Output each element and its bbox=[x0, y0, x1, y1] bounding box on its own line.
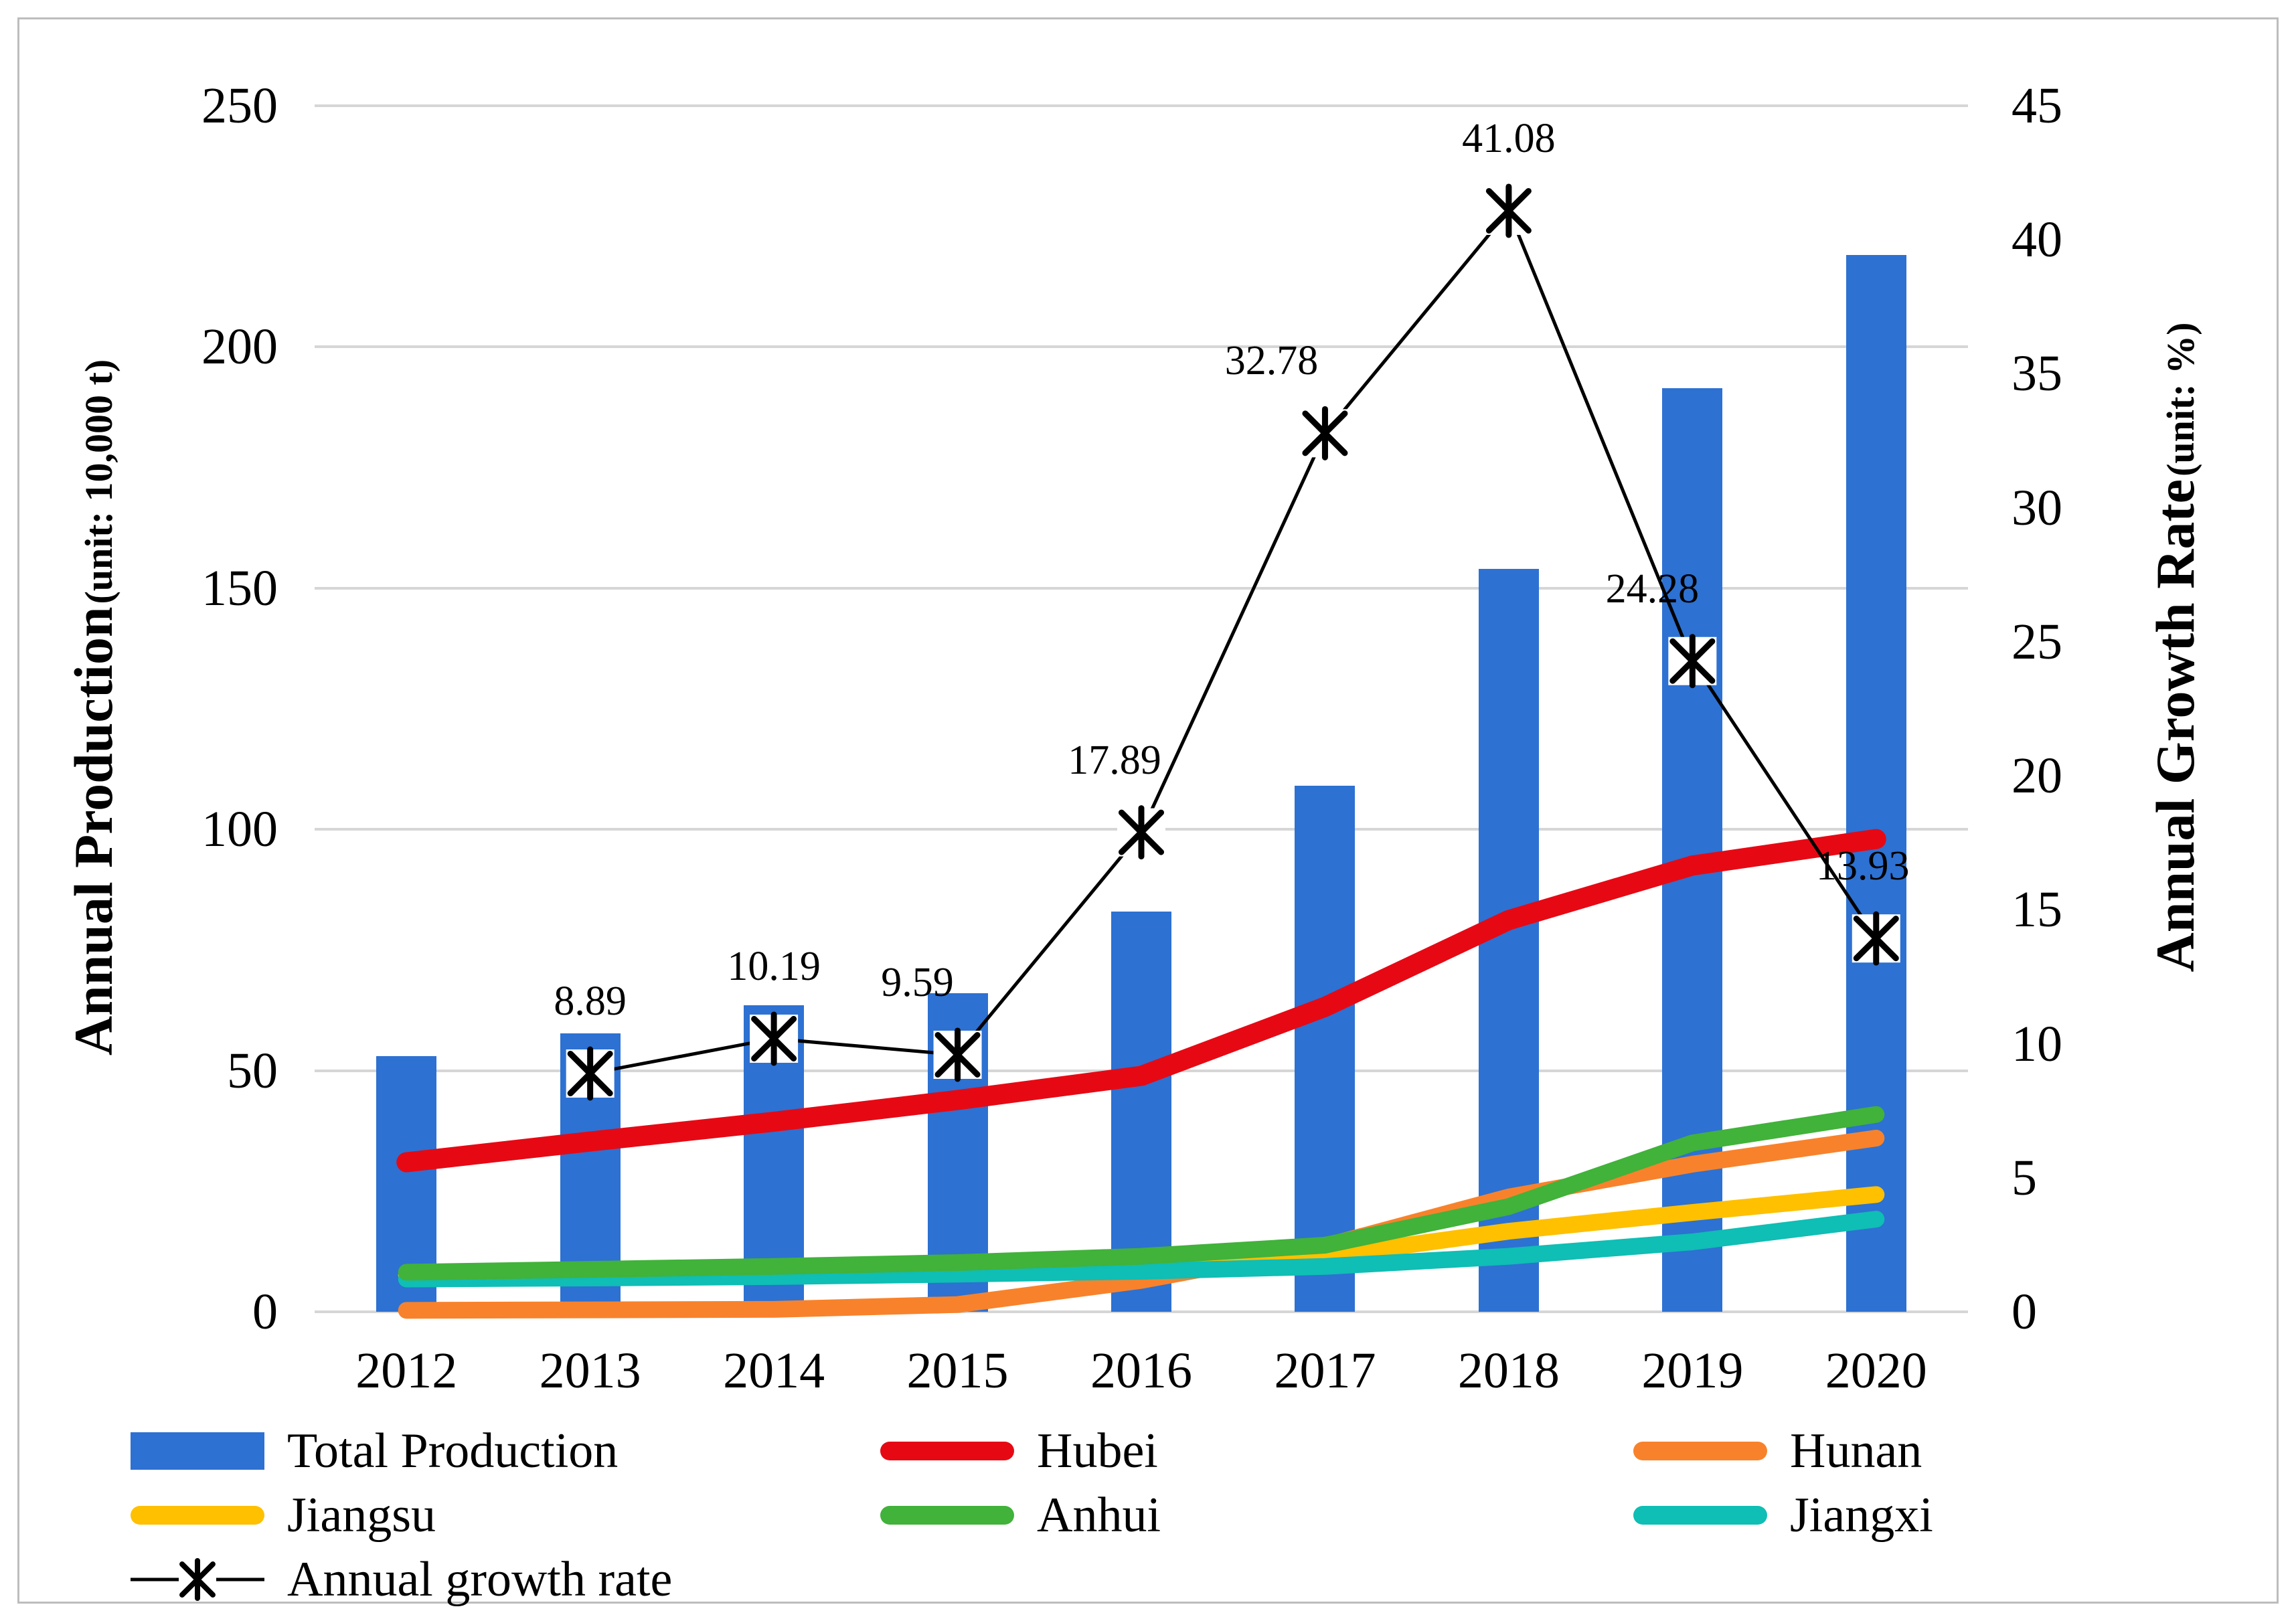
legend-label-total-production: Total Production bbox=[287, 1424, 619, 1478]
x-tick-2016: 2016 bbox=[1090, 1343, 1192, 1399]
growth-marker-2014 bbox=[750, 1011, 799, 1066]
right-tick-0: 0 bbox=[2012, 1284, 2037, 1340]
growth-marker-2015 bbox=[933, 1027, 982, 1082]
line-hunan bbox=[398, 1130, 1885, 1319]
gridline-250 bbox=[315, 104, 1968, 107]
right-tick-35: 35 bbox=[2012, 345, 2062, 402]
bar-2017 bbox=[1295, 786, 1356, 1312]
growth-label-2019: 24.28 bbox=[1605, 566, 1700, 612]
legend-swatch-line bbox=[880, 1506, 1014, 1525]
growth-marker-2020 bbox=[1852, 911, 1900, 966]
growth-marker-2019 bbox=[1668, 634, 1717, 689]
growth-label-2017: 32.78 bbox=[1224, 338, 1319, 384]
legend-label-hunan: Hunan bbox=[1790, 1424, 1922, 1478]
left-tick-100: 100 bbox=[201, 801, 278, 858]
left-tick-0: 0 bbox=[252, 1284, 278, 1340]
growth-label-2016: 17.89 bbox=[1068, 737, 1161, 783]
growth-marker-2017 bbox=[1301, 406, 1349, 460]
line-jiangxi bbox=[398, 1211, 1885, 1288]
line-anhui bbox=[398, 1106, 1885, 1281]
gridline-150 bbox=[315, 586, 1968, 590]
left-tick-250: 250 bbox=[201, 78, 278, 134]
x-tick-2017: 2017 bbox=[1274, 1343, 1376, 1399]
left-tick-200: 200 bbox=[201, 319, 278, 375]
legend-label-anhui: Anhui bbox=[1037, 1488, 1161, 1543]
legend-label-jiangsu: Jiangsu bbox=[287, 1488, 436, 1543]
right-tick-10: 10 bbox=[2012, 1015, 2062, 1072]
growth-label-2013: 8.89 bbox=[554, 978, 627, 1024]
right-tick-45: 45 bbox=[2012, 78, 2062, 134]
right-tick-15: 15 bbox=[2012, 881, 2062, 938]
legend-item-hubei: Hubei bbox=[880, 1424, 1158, 1478]
legend-item-annual-growth-rate: Annual growth rate bbox=[131, 1553, 672, 1606]
legend-swatch-line bbox=[880, 1442, 1014, 1460]
legend-swatch-line bbox=[1633, 1442, 1767, 1460]
legend-swatch-growth-line bbox=[131, 1555, 264, 1604]
growth-label-2020: 13.93 bbox=[1816, 843, 1910, 889]
left-tick-50: 50 bbox=[227, 1042, 278, 1099]
legend-label-jiangxi: Jiangxi bbox=[1790, 1488, 1933, 1543]
x-tick-2019: 2019 bbox=[1641, 1343, 1744, 1399]
legend-swatch-line bbox=[131, 1506, 264, 1525]
growth-marker-2013 bbox=[566, 1046, 614, 1101]
right-tick-40: 40 bbox=[2012, 211, 2062, 268]
x-tick-2020: 2020 bbox=[1825, 1343, 1927, 1399]
line-hubei bbox=[396, 829, 1886, 1173]
legend-item-hunan: Hunan bbox=[1633, 1424, 1922, 1478]
growth-label-2015: 9.59 bbox=[881, 959, 954, 1005]
line-annual-growth-rate bbox=[590, 207, 1878, 1076]
right-tick-25: 25 bbox=[2012, 613, 2062, 670]
right-tick-20: 20 bbox=[2012, 748, 2062, 804]
legend-swatch-line bbox=[1633, 1506, 1767, 1525]
legend-label-hubei: Hubei bbox=[1037, 1424, 1158, 1478]
legend-item-jiangxi: Jiangxi bbox=[1633, 1488, 1933, 1542]
legend-item-anhui: Anhui bbox=[880, 1488, 1161, 1542]
x-tick-2012: 2012 bbox=[355, 1343, 458, 1399]
figure-border bbox=[17, 17, 2279, 1604]
x-tick-2015: 2015 bbox=[906, 1343, 1009, 1399]
right-tick-30: 30 bbox=[2012, 479, 2062, 536]
x-tick-2018: 2018 bbox=[1457, 1343, 1560, 1399]
x-tick-2013: 2013 bbox=[539, 1343, 641, 1399]
legend-item-jiangsu: Jiangsu bbox=[131, 1488, 436, 1542]
bar-2016 bbox=[1111, 911, 1171, 1312]
growth-label-2014: 10.19 bbox=[727, 943, 821, 989]
right-tick-5: 5 bbox=[2012, 1149, 2037, 1206]
x-tick-2014: 2014 bbox=[723, 1343, 825, 1399]
gridline-0 bbox=[315, 1310, 1968, 1313]
legend-swatch-bar bbox=[131, 1432, 264, 1470]
legend-label-annual-growth-rate: Annual growth rate bbox=[287, 1552, 673, 1607]
growth-label-2018: 41.08 bbox=[1462, 115, 1556, 161]
gridline-200 bbox=[315, 345, 1968, 349]
legend-item-total-production: Total Production bbox=[131, 1424, 618, 1478]
left-tick-150: 150 bbox=[201, 560, 278, 616]
growth-marker-2016 bbox=[1117, 805, 1165, 860]
growth-marker-2018 bbox=[1484, 183, 1533, 238]
